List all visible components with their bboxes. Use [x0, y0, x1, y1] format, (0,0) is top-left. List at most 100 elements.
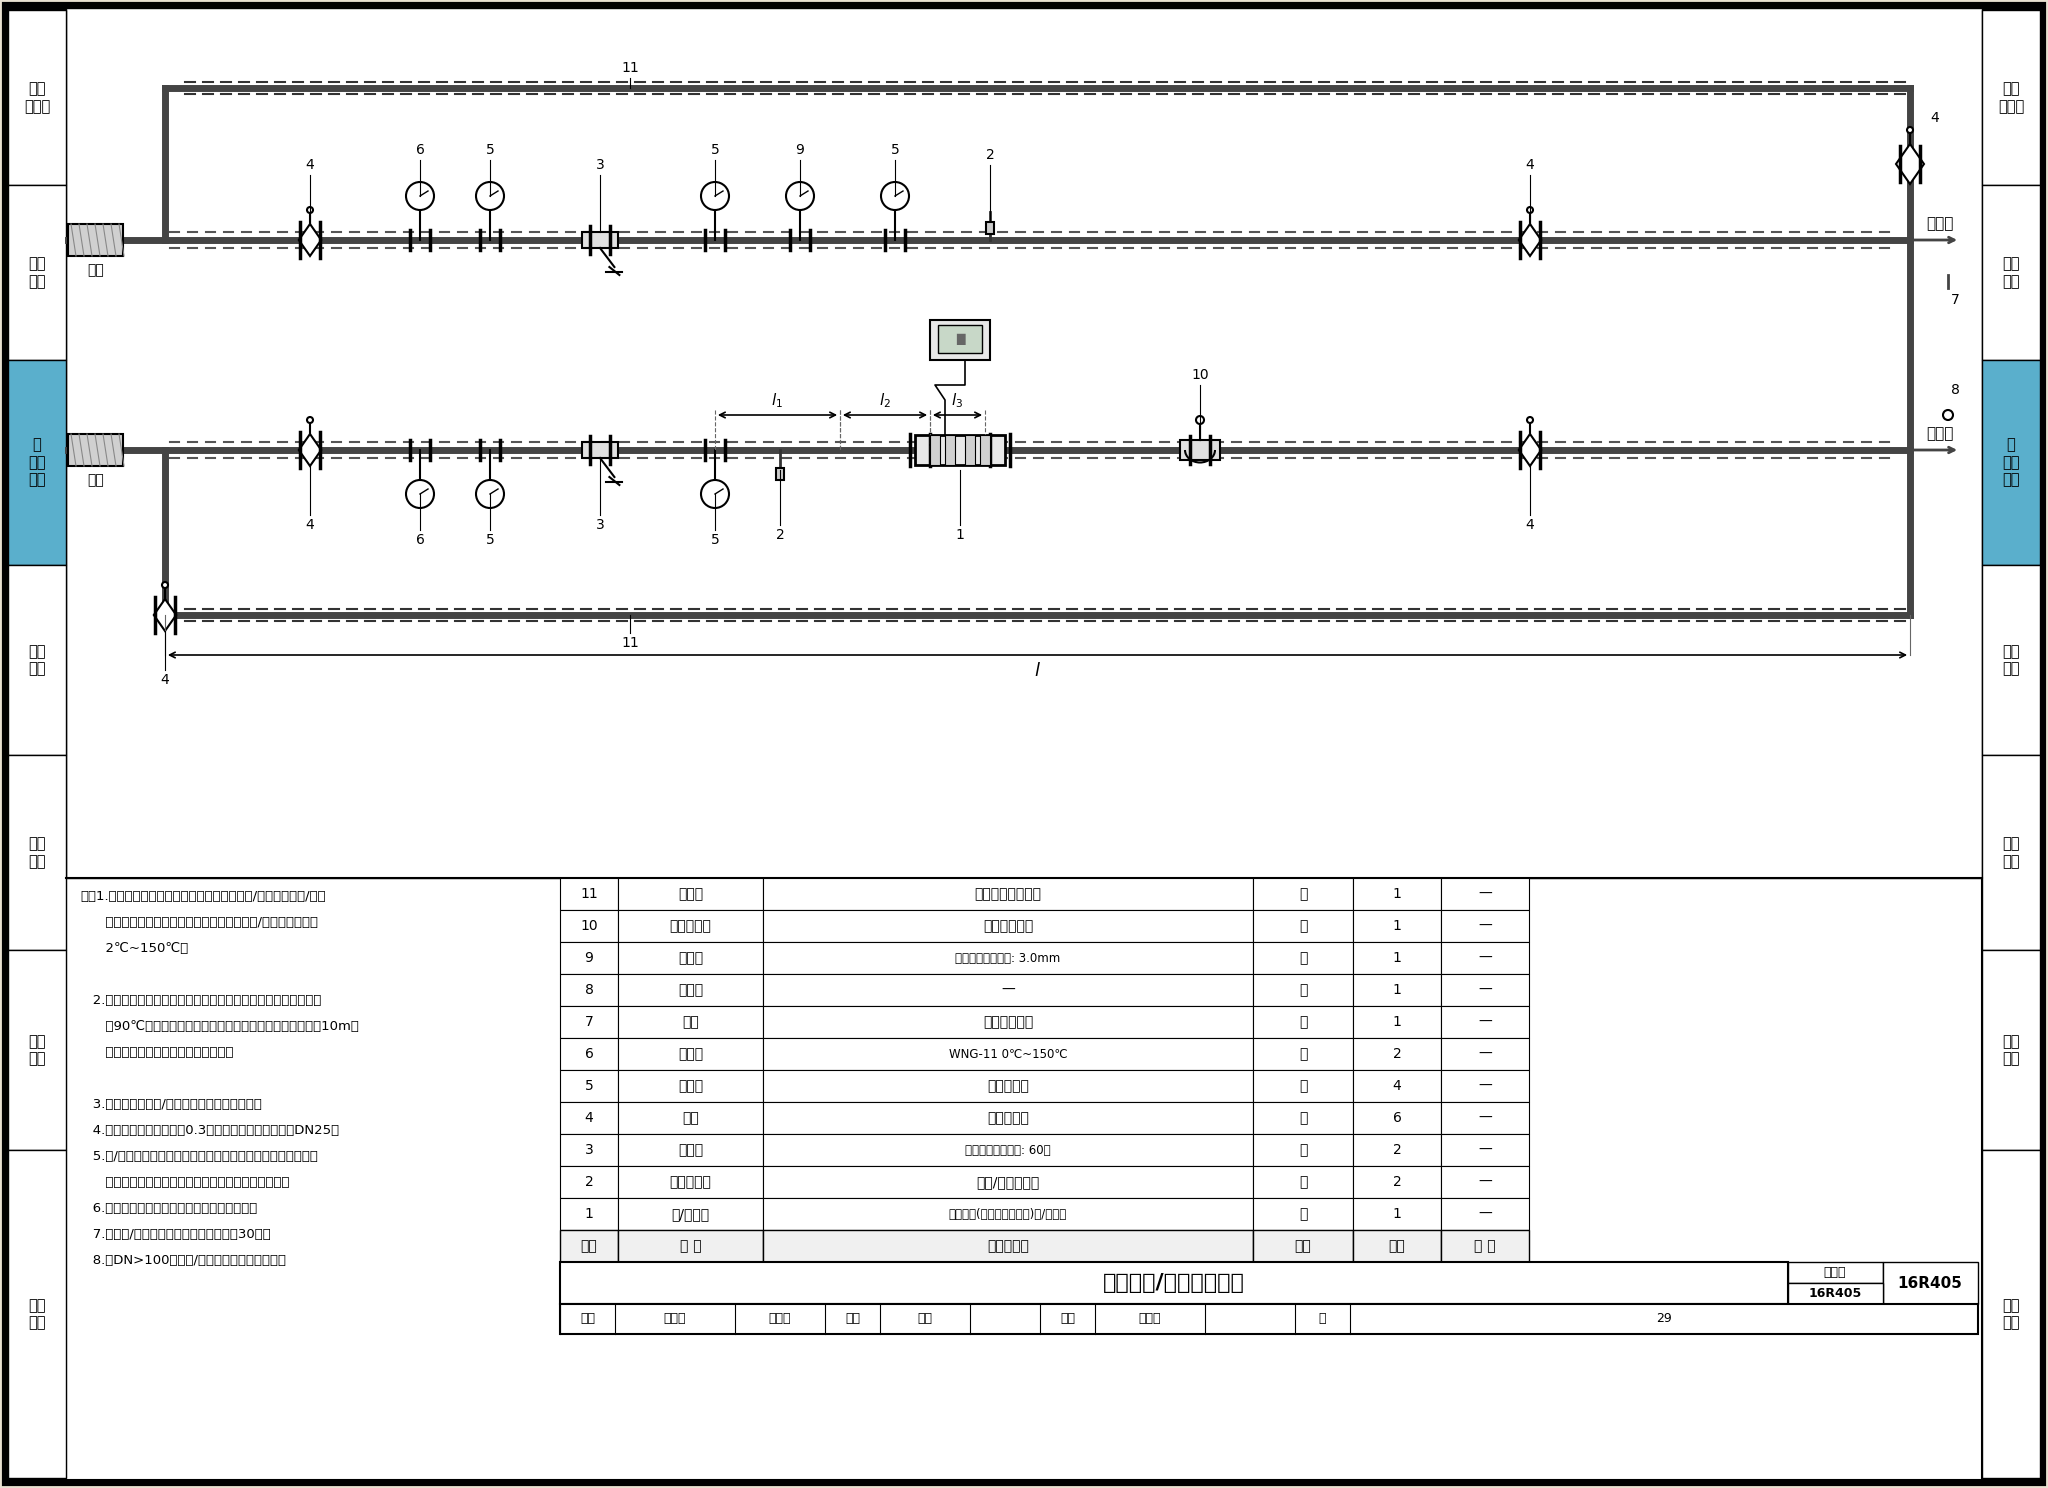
- Text: 供水管: 供水管: [1927, 216, 1954, 232]
- Text: 球阀: 球阀: [682, 1015, 698, 1030]
- Text: 7.图中热/冷量表安装尺寸表见本图集第30页。: 7.图中热/冷量表安装尺寸表见本图集第30页。: [80, 1228, 270, 1241]
- Bar: [559, 1134, 618, 1167]
- Circle shape: [700, 481, 729, 507]
- Text: 2: 2: [1393, 1176, 1401, 1189]
- Text: 5: 5: [485, 533, 494, 548]
- Text: 29: 29: [1657, 1312, 1671, 1326]
- Text: 图集号: 图集号: [1825, 1266, 1845, 1280]
- Bar: [559, 878, 618, 911]
- Bar: [1442, 1039, 1530, 1070]
- Circle shape: [406, 182, 434, 210]
- Bar: [8, 10, 66, 185]
- Text: 回水管: 回水管: [1927, 427, 1954, 442]
- Bar: [1253, 942, 1354, 975]
- Bar: [618, 911, 764, 942]
- Bar: [559, 1262, 1788, 1303]
- Text: 4: 4: [305, 158, 315, 173]
- Text: 4: 4: [1393, 1079, 1401, 1094]
- Text: 6: 6: [416, 533, 424, 548]
- Bar: [8, 1150, 66, 1478]
- Circle shape: [475, 481, 504, 507]
- Text: 4: 4: [305, 518, 315, 533]
- Circle shape: [1944, 411, 1954, 420]
- Bar: [618, 1167, 764, 1198]
- Text: 6: 6: [1393, 1112, 1401, 1125]
- Bar: [68, 225, 123, 256]
- Bar: [764, 975, 1253, 1006]
- Bar: [618, 878, 764, 911]
- Bar: [618, 942, 764, 975]
- Bar: [1442, 911, 1530, 942]
- Text: 4: 4: [1526, 158, 1534, 173]
- Text: 11: 11: [580, 887, 598, 902]
- Text: WNG-11 0℃~150℃: WNG-11 0℃~150℃: [948, 1048, 1067, 1061]
- Text: 2℃~150℃。: 2℃~150℃。: [80, 942, 188, 955]
- Text: 保温: 保温: [88, 263, 104, 277]
- Circle shape: [1907, 126, 1913, 132]
- Bar: [618, 1231, 764, 1262]
- Bar: [68, 434, 123, 466]
- Bar: [618, 975, 764, 1006]
- Circle shape: [786, 182, 813, 210]
- Text: 2: 2: [1393, 1048, 1401, 1061]
- Text: 8: 8: [584, 984, 594, 997]
- Text: 且数据显示盒应设置在易观察位置。: 且数据显示盒应设置在易观察位置。: [80, 1046, 233, 1059]
- Text: 温度传感器: 温度传感器: [670, 1176, 711, 1189]
- Bar: [1442, 1006, 1530, 1039]
- Text: 1: 1: [584, 1207, 594, 1222]
- Text: 2: 2: [776, 528, 784, 542]
- Bar: [1982, 185, 2040, 360]
- Bar: [1442, 1103, 1530, 1134]
- Text: 7: 7: [584, 1015, 594, 1030]
- Text: 数量: 数量: [1389, 1240, 1405, 1253]
- Bar: [938, 324, 981, 353]
- Text: 由工程设计定: 由工程设计定: [983, 1015, 1032, 1030]
- Bar: [764, 911, 1253, 942]
- Text: 流量
仪表: 流量 仪表: [29, 256, 45, 289]
- Bar: [1354, 1167, 1442, 1198]
- Bar: [930, 320, 989, 360]
- Text: 5: 5: [485, 143, 494, 158]
- Bar: [1982, 754, 2040, 949]
- Text: $l$: $l$: [1034, 662, 1040, 680]
- Text: 块: 块: [1298, 1048, 1307, 1061]
- Text: —: —: [1479, 887, 1491, 902]
- Polygon shape: [299, 225, 322, 256]
- Bar: [1442, 942, 1530, 975]
- Text: 只: 只: [1298, 920, 1307, 933]
- Bar: [1354, 1198, 1442, 1231]
- Bar: [1253, 1134, 1354, 1167]
- Text: 16R405: 16R405: [1808, 1287, 1862, 1301]
- Text: 1: 1: [956, 528, 965, 542]
- Circle shape: [475, 182, 504, 210]
- Text: 9: 9: [584, 951, 594, 966]
- Bar: [559, 911, 618, 942]
- Bar: [559, 1006, 618, 1039]
- Text: 页: 页: [1319, 1312, 1327, 1326]
- Text: 楼栋用热/冷量表安装图: 楼栋用热/冷量表安装图: [1104, 1274, 1245, 1293]
- Bar: [1354, 942, 1442, 975]
- Text: 3: 3: [584, 1143, 594, 1158]
- Text: 1: 1: [1393, 920, 1401, 933]
- Text: 过滤器: 过滤器: [678, 1143, 702, 1158]
- Text: 6.旁通管可根据实际工程需要选择是否设置。: 6.旁通管可根据实际工程需要选择是否设置。: [80, 1202, 258, 1216]
- Text: 5: 5: [584, 1079, 594, 1094]
- Text: 4: 4: [160, 673, 170, 687]
- Text: 4: 4: [584, 1112, 594, 1125]
- Text: 只: 只: [1298, 951, 1307, 966]
- Bar: [1442, 1070, 1530, 1103]
- Text: —: —: [1479, 1048, 1491, 1061]
- Bar: [1253, 1198, 1354, 1231]
- Bar: [618, 1134, 764, 1167]
- Polygon shape: [154, 600, 176, 631]
- Text: $l_3$: $l_3$: [950, 391, 963, 411]
- Text: 超声波式(涡街式、电磁式)热/冷量表: 超声波式(涡街式、电磁式)热/冷量表: [948, 1207, 1067, 1220]
- Text: 8.当DN>100时，热/冷量表计设专用支吊架。: 8.当DN>100时，热/冷量表计设专用支吊架。: [80, 1254, 287, 1266]
- Text: 只: 只: [1298, 1176, 1307, 1189]
- Polygon shape: [1896, 144, 1923, 185]
- Text: 10: 10: [1192, 368, 1208, 382]
- Bar: [985, 222, 993, 234]
- Text: 2.流量计和积分仪宜采用合为一体的整体式；当被测介质温度大: 2.流量计和积分仪宜采用合为一体的整体式；当被测介质温度大: [80, 994, 322, 1007]
- Bar: [1442, 975, 1530, 1006]
- Bar: [1982, 565, 2040, 754]
